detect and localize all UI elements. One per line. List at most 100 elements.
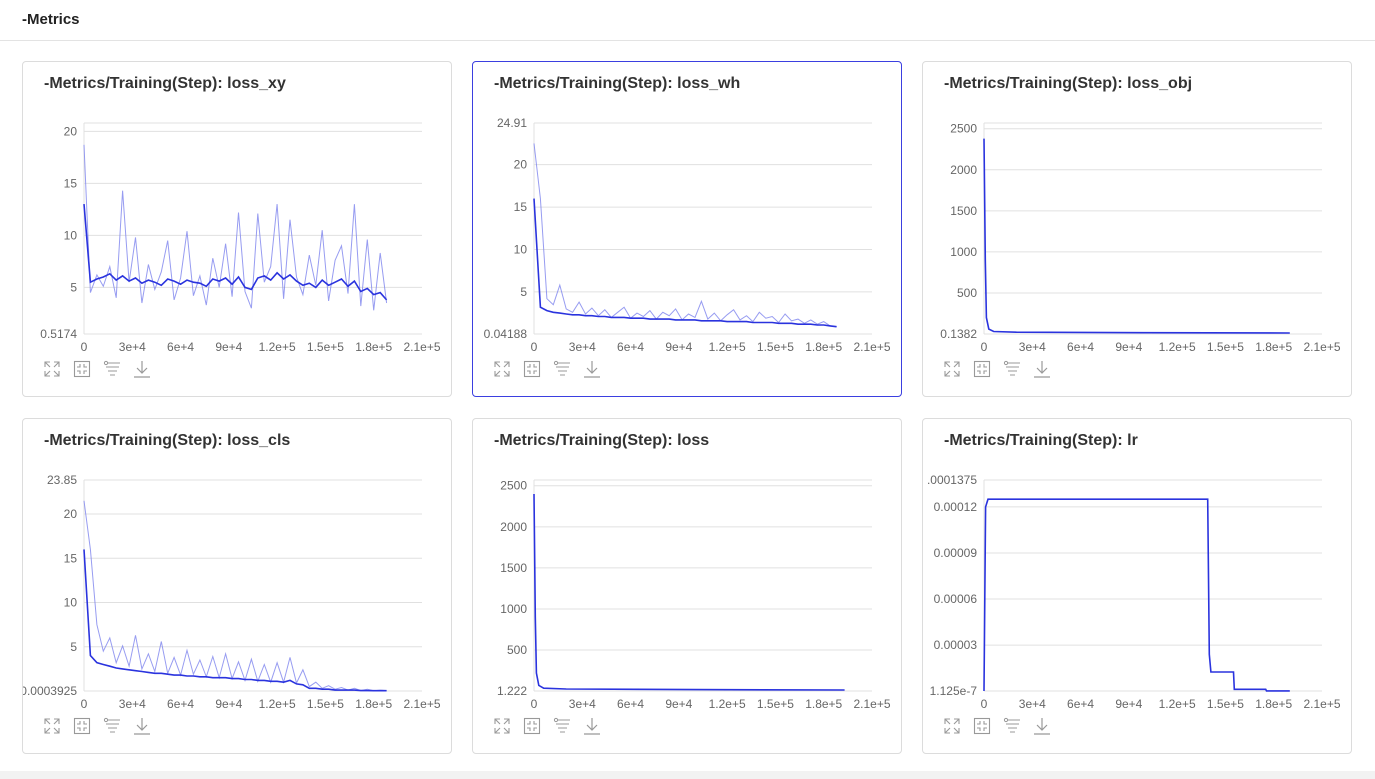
y-tick-label: 10 (64, 596, 78, 610)
y-tick-label: 1000 (500, 602, 527, 616)
y-tick-label: 1000 (950, 245, 977, 259)
chart-toolbar (43, 360, 151, 378)
raw-series-line (83, 144, 388, 311)
download-icon[interactable] (583, 360, 601, 378)
filter-icon[interactable] (103, 360, 121, 378)
filter-icon[interactable] (553, 717, 571, 735)
x-tick-label: 2.1e+5 (853, 697, 890, 711)
x-tick-label: 1.8e+5 (355, 340, 392, 354)
x-tick-label: 9e+4 (1115, 340, 1142, 354)
chart-toolbar (943, 360, 1051, 378)
download-icon[interactable] (583, 717, 601, 735)
x-tick-label: 6e+4 (167, 340, 194, 354)
x-tick-label: 2.1e+5 (853, 340, 890, 354)
x-tick-label: 0 (981, 697, 988, 711)
y-tick-label: 15 (64, 176, 78, 190)
y-min-label: 0.04188 (484, 327, 528, 341)
smoothed-series-line (533, 493, 845, 691)
x-tick-label: 9e+4 (665, 340, 692, 354)
chart-card[interactable]: -Metrics/Training(Step): lr 0.00003 0.0000… (922, 418, 1352, 754)
y-min-label: 0.5174 (40, 327, 77, 341)
x-tick-label: 0 (81, 340, 88, 354)
chart-card[interactable]: -Metrics/Training(Step): loss_obj 500 1000… (922, 61, 1352, 397)
smoothed-series-line (983, 498, 1290, 692)
y-tick-label: 1500 (950, 204, 977, 218)
y-tick-label: 20 (64, 507, 78, 521)
smoothed-series-line (83, 549, 387, 692)
x-tick-label: 0 (531, 340, 538, 354)
y-tick-label: 2500 (500, 479, 527, 493)
filter-icon[interactable] (1003, 360, 1021, 378)
y-tick-label: 2000 (500, 520, 527, 534)
x-tick-label: 3e+4 (1019, 697, 1046, 711)
x-tick-label: 3e+4 (119, 340, 146, 354)
y-tick-label: 2000 (950, 163, 977, 177)
smoothed-series-line (983, 138, 1290, 334)
y-tick-label: 5 (520, 285, 527, 299)
expand-icon[interactable] (43, 360, 61, 378)
y-tick-label: 0.00012 (934, 500, 978, 514)
y-tick-label: 15 (514, 200, 528, 214)
chart-toolbar (493, 717, 601, 735)
x-tick-label: 1.5e+5 (307, 697, 344, 711)
fit-icon[interactable] (973, 360, 991, 378)
y-tick-label: 1500 (500, 561, 527, 575)
fit-icon[interactable] (523, 360, 541, 378)
fit-icon[interactable] (973, 717, 991, 735)
expand-icon[interactable] (43, 717, 61, 735)
filter-icon[interactable] (1003, 717, 1021, 735)
chart-card[interactable]: -Metrics/Training(Step): loss_wh 5 10 15 20 0… (472, 61, 902, 397)
download-icon[interactable] (1033, 360, 1051, 378)
chart-title: -Metrics/Training(Step): lr (944, 432, 1138, 449)
line-chart[interactable]: 5 10 15 20 0.5174 0 3e+4 6e+4 9e+4 1.2e+5 1.5e+5 1.… (23, 62, 451, 362)
y-tick-label: 2500 (950, 122, 977, 136)
x-tick-label: 6e+4 (617, 340, 644, 354)
x-tick-label: 1.8e+5 (805, 340, 842, 354)
x-tick-label: 1.2e+5 (1159, 340, 1196, 354)
chart-title: -Metrics/Training(Step): loss_cls (44, 432, 291, 449)
y-tick-label: 10 (514, 243, 528, 257)
x-tick-label: 2.1e+5 (403, 340, 440, 354)
fit-icon[interactable] (523, 717, 541, 735)
expand-icon[interactable] (493, 360, 511, 378)
download-icon[interactable] (133, 360, 151, 378)
y-max-label: 24.91 (497, 116, 527, 130)
line-chart[interactable]: 0.00003 0.00006 0.00009 0.00012 1.125e-7 .000… (923, 419, 1351, 719)
line-chart[interactable]: 5 10 15 20 0.0003925 23.85 0 3e+4 6e+4 9e+4 1.2e+5… (23, 419, 451, 719)
x-tick-label: 6e+4 (1067, 697, 1094, 711)
expand-icon[interactable] (943, 360, 961, 378)
chart-card[interactable]: -Metrics/Training(Step): loss 500 1000 1500… (472, 418, 902, 754)
chart-toolbar (493, 360, 601, 378)
chart-title: -Metrics/Training(Step): loss_obj (944, 75, 1193, 92)
y-tick-label: 10 (64, 228, 78, 242)
y-min-label: 0.0003925 (23, 684, 77, 698)
fit-icon[interactable] (73, 360, 91, 378)
filter-icon[interactable] (103, 717, 121, 735)
x-tick-label: 0 (981, 340, 988, 354)
chart-card[interactable]: -Metrics/Training(Step): loss_cls 5 10 15 20… (22, 418, 452, 754)
x-tick-label: 2.1e+5 (1303, 697, 1340, 711)
x-tick-label: 6e+4 (167, 697, 194, 711)
x-tick-label: 1.8e+5 (1255, 697, 1292, 711)
line-chart[interactable]: 500 1000 1500 2000 2500 0.1382 0 3e+4 6e+4 9e+4 1.… (923, 62, 1351, 362)
line-chart[interactable]: 500 1000 1500 2000 2500 1.222 0 3e+4 6e+4 9e+4 1.2… (473, 419, 901, 719)
x-tick-label: 2.1e+5 (1303, 340, 1340, 354)
fit-icon[interactable] (73, 717, 91, 735)
x-tick-label: 6e+4 (1067, 340, 1094, 354)
expand-icon[interactable] (943, 717, 961, 735)
y-tick-label: 0.00003 (934, 638, 978, 652)
download-icon[interactable] (133, 717, 151, 735)
x-tick-label: 1.2e+5 (709, 340, 746, 354)
x-tick-label: 3e+4 (1019, 340, 1046, 354)
x-tick-label: 9e+4 (665, 697, 692, 711)
x-tick-label: 0 (81, 697, 88, 711)
x-tick-label: 6e+4 (617, 697, 644, 711)
download-icon[interactable] (1033, 717, 1051, 735)
line-chart[interactable]: 5 10 15 20 0.04188 24.91 0 3e+4 6e+4 9e+4 1.2e+5 1.… (473, 62, 901, 362)
smoothed-series-line (83, 204, 388, 301)
filter-icon[interactable] (553, 360, 571, 378)
expand-icon[interactable] (493, 717, 511, 735)
chart-title: -Metrics/Training(Step): loss_xy (44, 75, 286, 92)
x-tick-label: 3e+4 (569, 340, 596, 354)
chart-card[interactable]: -Metrics/Training(Step): loss_xy 5 10 15 20 0… (22, 61, 452, 397)
